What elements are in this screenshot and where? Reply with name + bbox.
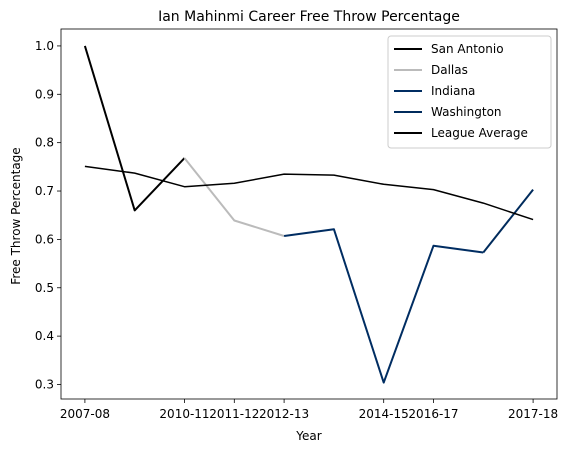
chart-title: Ian Mahinmi Career Free Throw Percentage (158, 9, 460, 25)
plot-lines (83, 45, 534, 384)
x-tick-label: 2011-12 (209, 407, 259, 421)
y-axis-label: Free Throw Percentage (9, 147, 23, 284)
series-line-0 (83, 45, 186, 212)
legend-entry: Indiana (431, 84, 475, 98)
plot-frame (60, 28, 558, 400)
x-tick-label: 2014-15 (359, 407, 409, 421)
x-tick-label: 2012-13 (259, 407, 309, 421)
y-axis: 0.3 0.4 0.5 0.6 0.7 0.8 0.9 1.0 (35, 39, 61, 391)
y-tick-label: 0.7 (35, 184, 54, 198)
legend-entry: Washington (431, 105, 502, 119)
series-line-2 (283, 228, 484, 384)
legend-box (387, 35, 552, 149)
y-tick-label: 0.3 (35, 377, 54, 391)
y-tick-label: 0.5 (35, 281, 54, 295)
x-tick-label: 2007-08 (60, 407, 110, 421)
legend-entry: Dallas (431, 63, 468, 77)
y-tick-label: 0.9 (35, 87, 54, 101)
series-line-3 (482, 188, 534, 254)
x-axis-label: Year (295, 429, 321, 443)
legend-entry: San Antonio (431, 42, 504, 56)
x-tick-label: 2010-11 (159, 407, 209, 421)
y-tick-label: 1.0 (35, 39, 54, 53)
x-tick-label: 2016-17 (408, 407, 458, 421)
y-tick-label: 0.4 (35, 329, 54, 343)
y-tick-label: 0.6 (35, 232, 54, 246)
legend: San Antonio Dallas Indiana Washington League… (387, 35, 552, 149)
x-tick-label: 2017-18 (508, 407, 558, 421)
series-line-4 (84, 165, 534, 221)
x-axis: 2007-08 2010-11 2011-12 2012-13 2014-15 2016-… (60, 399, 558, 421)
series-line-1 (183, 157, 285, 237)
y-tick-label: 0.8 (35, 136, 54, 150)
legend-entry: League Average (431, 126, 528, 140)
